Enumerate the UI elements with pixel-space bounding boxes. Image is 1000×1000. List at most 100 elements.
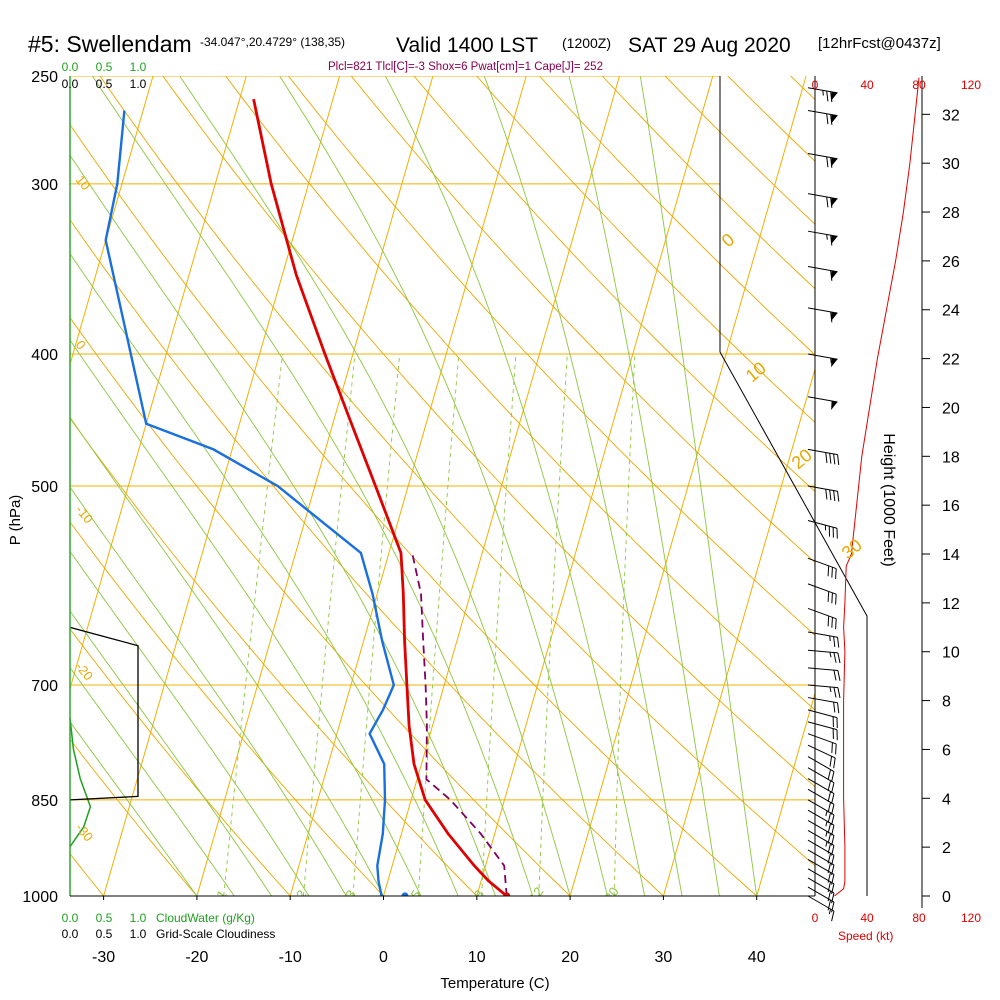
speed-tick-bottom: 40	[860, 911, 874, 925]
wind-barb	[807, 667, 841, 681]
wind-barb	[807, 307, 838, 323]
cloud-water-tick-bottom: 1.0	[130, 911, 147, 925]
wind-barb-staff	[807, 733, 837, 745]
wind-barb	[807, 778, 835, 804]
y-axis-title: P (hPa)	[7, 495, 24, 546]
moist-adiabat--20	[70, 720, 198, 896]
wind-barb-full	[831, 567, 833, 578]
wind-barb-full	[833, 453, 836, 465]
wind-barb	[807, 87, 838, 103]
wind-barb	[807, 266, 838, 281]
wind-barb-full	[831, 883, 835, 895]
wind-barb-full	[827, 862, 832, 874]
cloud-water-tick-top: 0.5	[96, 60, 113, 74]
isotherm--40	[70, 76, 247, 691]
moist-adiabat-0	[70, 416, 384, 896]
wind-barb-full	[835, 618, 837, 630]
wind-barb-half	[829, 652, 832, 658]
dry-adiabat-60	[162, 76, 815, 788]
wind-barb-half	[825, 810, 828, 817]
height-tick-label: 2	[942, 840, 951, 857]
dry-adiabat-0	[70, 521, 385, 896]
dry-adiabat--40	[0, 52, 33, 925]
wind-barb-full	[837, 687, 841, 698]
wind-barb-staff	[807, 649, 838, 654]
wind-barb-flag	[831, 197, 838, 207]
wind-barb-full	[837, 454, 840, 466]
wind-barb-full	[831, 855, 835, 866]
wind-barb-staff	[807, 230, 838, 237]
x-tick-label: 20	[561, 949, 579, 966]
height-axis-title: Height (1000 Feet)	[880, 433, 897, 566]
wind-barb	[807, 631, 840, 648]
wind-barb-half	[825, 841, 828, 847]
wind-barb-full	[831, 835, 835, 846]
wind-barb-full	[827, 833, 832, 844]
wind-barb-staff	[807, 709, 838, 719]
wind-barb	[807, 877, 835, 904]
cloudiness-tick-top: 1.0	[130, 77, 147, 91]
wind-barb-full	[831, 592, 833, 604]
wind-speed-line	[834, 77, 920, 897]
wind-barb-full	[829, 489, 832, 501]
wind-barb-staff	[807, 819, 835, 836]
mixing-ratio-label: 5	[408, 887, 424, 902]
wind-barb-staff	[807, 448, 838, 456]
wind-barb-half	[822, 90, 824, 96]
height-tick-label: 20	[942, 400, 960, 417]
wind-barb-full	[827, 843, 832, 854]
x-tick-label: 30	[655, 949, 673, 966]
wind-barb	[807, 721, 838, 741]
dry-adiabat-70	[225, 76, 815, 711]
mixing-ratio-label: 8	[471, 887, 487, 902]
cloud-panel	[69, 626, 139, 848]
wind-barb-full	[831, 825, 835, 836]
station-coords: -34.047°,20.4729° (138,35)	[200, 35, 345, 49]
pressure-tick-label: 1000	[22, 889, 58, 906]
wind-barb-full	[829, 453, 832, 464]
wind-barb-full	[831, 793, 835, 804]
height-tick-label: 22	[942, 352, 960, 369]
station-title: #5: Swellendam	[28, 31, 192, 57]
speed-tick-top: 120	[961, 78, 981, 92]
wind-barb	[807, 607, 837, 630]
wind-barb-full	[833, 636, 836, 647]
wind-barb	[807, 829, 835, 856]
wind-barb-full	[831, 742, 833, 754]
wind-barb	[807, 819, 835, 846]
wind-barb-flag	[831, 358, 838, 368]
parcel-line	[411, 552, 508, 896]
height-tick-label: 18	[942, 449, 960, 466]
wind-barb-full	[825, 489, 828, 500]
dry-adiabat-label: 0	[718, 229, 739, 251]
wind-barb	[807, 895, 835, 922]
wind-barb-full	[837, 702, 840, 714]
wind-barb	[807, 886, 835, 913]
dry-adiabat-label: -30	[73, 820, 97, 844]
moist-adiabat--4	[70, 486, 347, 896]
wind-barb-staff	[807, 809, 835, 826]
isotherm--30	[103, 76, 341, 896]
temperature-line	[252, 98, 508, 896]
dry-adiabat-170	[828, 52, 1000, 925]
cloudiness-tick-top: 0.5	[96, 77, 113, 91]
wind-barb-flag	[831, 235, 838, 245]
dry-adiabat--10	[70, 628, 291, 896]
wind-barb	[807, 858, 835, 885]
moist-adiabat-20	[179, 76, 571, 896]
mixing-ratio-label: 20	[601, 884, 622, 904]
height-tick-label: 12	[942, 596, 960, 613]
zulu-time: (1200Z)	[562, 35, 611, 51]
x-tick-label: 0	[379, 949, 388, 966]
wind-barb-full	[837, 637, 840, 648]
isotherm-40	[756, 691, 815, 896]
mixing-ratio-label: 3	[342, 887, 358, 902]
dry-adiabat-label: -20	[73, 659, 97, 683]
wind-barb-staff	[807, 667, 838, 671]
isotherm--10	[289, 76, 527, 896]
wind-barb	[807, 849, 835, 876]
cloudiness-tick-bottom: 0.5	[96, 927, 113, 941]
wind-barb-full	[831, 782, 835, 793]
cloud-water-tick-top: 0.0	[62, 60, 79, 74]
wind-barb	[807, 193, 838, 209]
